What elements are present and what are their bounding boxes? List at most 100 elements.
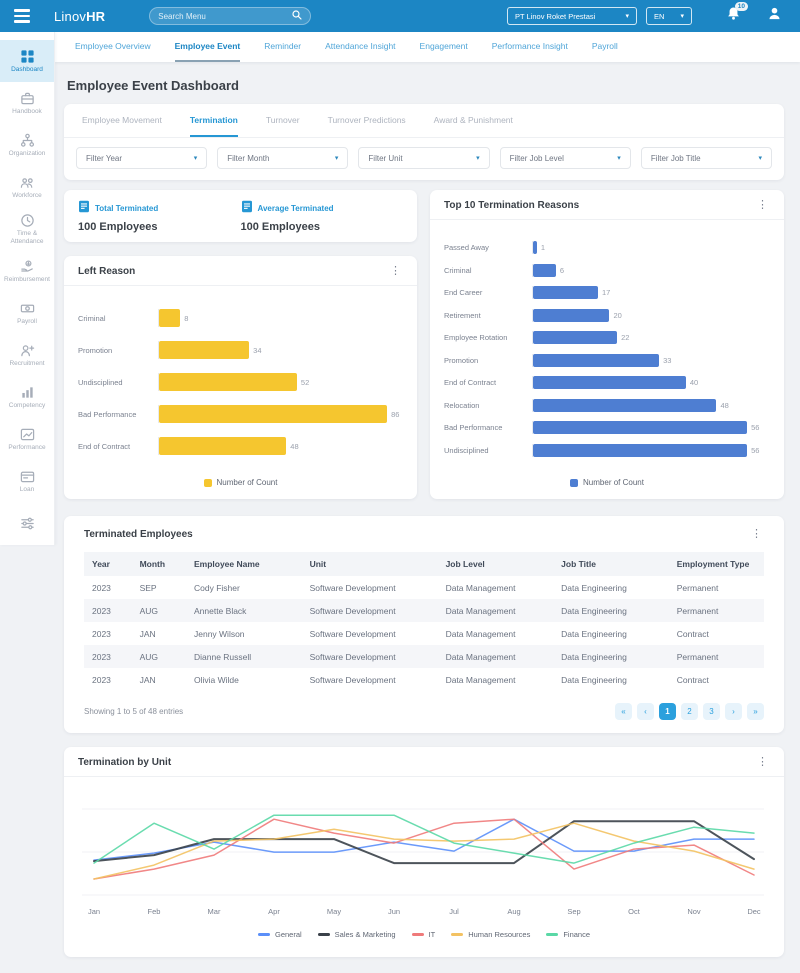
bar-value-label: 17: [601, 288, 611, 298]
table-row[interactable]: 2023 SEP Cody Fisher Software Development Da…: [84, 576, 764, 599]
loan-icon: [20, 469, 35, 484]
more-options-icon[interactable]: ⋮: [390, 265, 401, 277]
series-line-sales-marketing[interactable]: [93, 820, 755, 865]
series-line-human-resources[interactable]: [93, 822, 755, 880]
legend-label: Number of Count: [216, 478, 278, 487]
topnav-item-reminder[interactable]: Reminder: [264, 41, 302, 51]
filter-month-select[interactable]: Filter Month ▾: [217, 147, 349, 169]
bar-row-end-of-contract: End of Contract 48: [78, 430, 403, 462]
sidebar-item-organization[interactable]: Organization: [0, 124, 54, 166]
main-content: Employee Event Dashboard Employee Moveme…: [55, 62, 800, 957]
chevron-down-icon: ▾: [476, 155, 480, 162]
legend-item-general[interactable]: General: [257, 930, 302, 939]
tab-employee-movement[interactable]: Employee Movement: [82, 114, 162, 125]
table-row[interactable]: 2023 AUG Dianne Russell Software Developmen…: [84, 645, 764, 668]
table-row[interactable]: 2023 JAN Olivia Wilde Software Development D…: [84, 668, 764, 691]
bar-category-label: Promotion: [444, 355, 479, 365]
topnav-item-engagement[interactable]: Engagement: [419, 41, 468, 51]
topnav-item-attendance-insight[interactable]: Attendance Insight: [325, 41, 396, 51]
topnav-item-employee-overview[interactable]: Employee Overview: [75, 41, 151, 51]
bar[interactable]: [159, 373, 297, 391]
series-line-it[interactable]: [93, 818, 755, 880]
bar-value-label: 40: [689, 378, 699, 388]
search-icon[interactable]: [292, 7, 302, 25]
bar-value-label: 8: [184, 313, 189, 323]
table-cell: Software Development: [309, 628, 396, 639]
bar-category-label: Criminal: [78, 313, 106, 323]
filters-row: Filter Year ▾ Filter Month ▾ Filter Unit ▾ Fil…: [64, 138, 784, 180]
search-box[interactable]: [149, 7, 312, 25]
bar-value-label: 22: [621, 333, 630, 343]
notifications-button[interactable]: 10: [726, 2, 748, 26]
language-select[interactable]: EN ▾: [646, 7, 692, 25]
sidebar-item-workforce[interactable]: Workforce: [0, 166, 54, 208]
legend-item-it[interactable]: IT: [411, 930, 435, 939]
filter-job-level-select[interactable]: Filter Job Level ▾: [499, 147, 631, 169]
filter-unit-select[interactable]: Filter Unit ▾: [358, 147, 490, 169]
topnav-item-payroll[interactable]: Payroll: [591, 41, 618, 51]
bar[interactable]: [159, 341, 250, 359]
page-button-item[interactable]: «: [615, 703, 632, 720]
bar[interactable]: [533, 376, 686, 390]
bar[interactable]: [159, 309, 181, 327]
sidebar-item-loan[interactable]: Loan: [0, 460, 54, 502]
sidebar-item-recruitment[interactable]: Recruitment: [0, 334, 54, 376]
series-line-finance[interactable]: [93, 814, 755, 864]
table-row[interactable]: 2023 JAN Jenny Wilson Software Development D…: [84, 622, 764, 645]
stat-average-terminated: Average Terminated 100 Employees: [241, 200, 404, 233]
page-button-3[interactable]: 3: [703, 703, 720, 720]
legend-swatch: [257, 933, 270, 936]
table-cell: Data Engineering: [561, 674, 627, 685]
topnav-item-performance-insight[interactable]: Performance Insight: [491, 41, 568, 51]
topnav-item-employee-event[interactable]: Employee Event: [174, 32, 241, 62]
bar[interactable]: [533, 421, 748, 435]
more-options-icon[interactable]: ⋮: [751, 528, 762, 540]
user-avatar[interactable]: [767, 6, 782, 26]
legend-item-human-resources[interactable]: Human Resources: [451, 930, 530, 939]
bar[interactable]: [533, 398, 717, 412]
tab-award-punishment[interactable]: Award & Punishment: [433, 114, 513, 125]
sidebar-item-dashboard[interactable]: Dashboard: [0, 40, 54, 82]
page-button-2[interactable]: 2: [681, 703, 698, 720]
tab-termination[interactable]: Termination: [189, 104, 238, 137]
page-button-1[interactable]: 1: [659, 703, 676, 720]
bar[interactable]: [533, 286, 598, 300]
more-options-icon[interactable]: ⋮: [757, 199, 768, 211]
tab-turnover[interactable]: Turnover: [265, 114, 300, 125]
sidebar-item-competency[interactable]: Competency: [0, 376, 54, 418]
more-options-icon[interactable]: ⋮: [757, 756, 768, 768]
filter-year-select[interactable]: Filter Year ▾: [76, 147, 208, 169]
bar[interactable]: [533, 353, 660, 367]
table-cell: Contract: [676, 628, 709, 639]
workforce-icon: [20, 175, 35, 190]
legend-item-finance[interactable]: Finance: [546, 930, 590, 939]
sidebar-item-label: Handbook: [12, 107, 42, 115]
filter-job-title-select[interactable]: Filter Job Title ▾: [640, 147, 773, 169]
sidebar-item-performance[interactable]: Performance: [0, 418, 54, 460]
table-row[interactable]: 2023 AUG Annette Black Software Development…: [84, 599, 764, 622]
bar[interactable]: [533, 331, 618, 345]
menu-icon[interactable]: [14, 9, 30, 23]
page-button-item[interactable]: ‹: [637, 703, 654, 720]
page-button-item[interactable]: »: [747, 703, 764, 720]
bar-category-label: Retirement: [444, 310, 481, 320]
search-input[interactable]: [158, 11, 293, 21]
bar[interactable]: [159, 437, 287, 455]
bar[interactable]: [159, 405, 388, 423]
bar[interactable]: [533, 443, 748, 457]
bar-category-label: Passed Away: [444, 243, 489, 253]
left-reason-card: Left Reason ⋮ Criminal 8 Promotion 34 Undisc…: [64, 256, 417, 499]
company-select[interactable]: PT Linov Roket Prestasi ▾: [507, 7, 637, 25]
sidebar-item-reimbursement[interactable]: Reimbursement: [0, 250, 54, 292]
bar[interactable]: [533, 263, 556, 277]
legend-item-sales-marketing[interactable]: Sales & Marketing: [317, 930, 396, 939]
sidebar-item-payroll[interactable]: Payroll: [0, 292, 54, 334]
page-button-item[interactable]: ›: [725, 703, 742, 720]
sidebar-item-item[interactable]: [0, 502, 54, 544]
left-reason-title: Left Reason: [78, 266, 136, 277]
sidebar-item-time-attendance[interactable]: Time & Attendance: [0, 208, 54, 250]
tab-turnover-predictions[interactable]: Turnover Predictions: [327, 114, 406, 125]
sidebar-item-handbook[interactable]: Handbook: [0, 82, 54, 124]
bar[interactable]: [533, 241, 537, 255]
bar[interactable]: [533, 308, 610, 322]
